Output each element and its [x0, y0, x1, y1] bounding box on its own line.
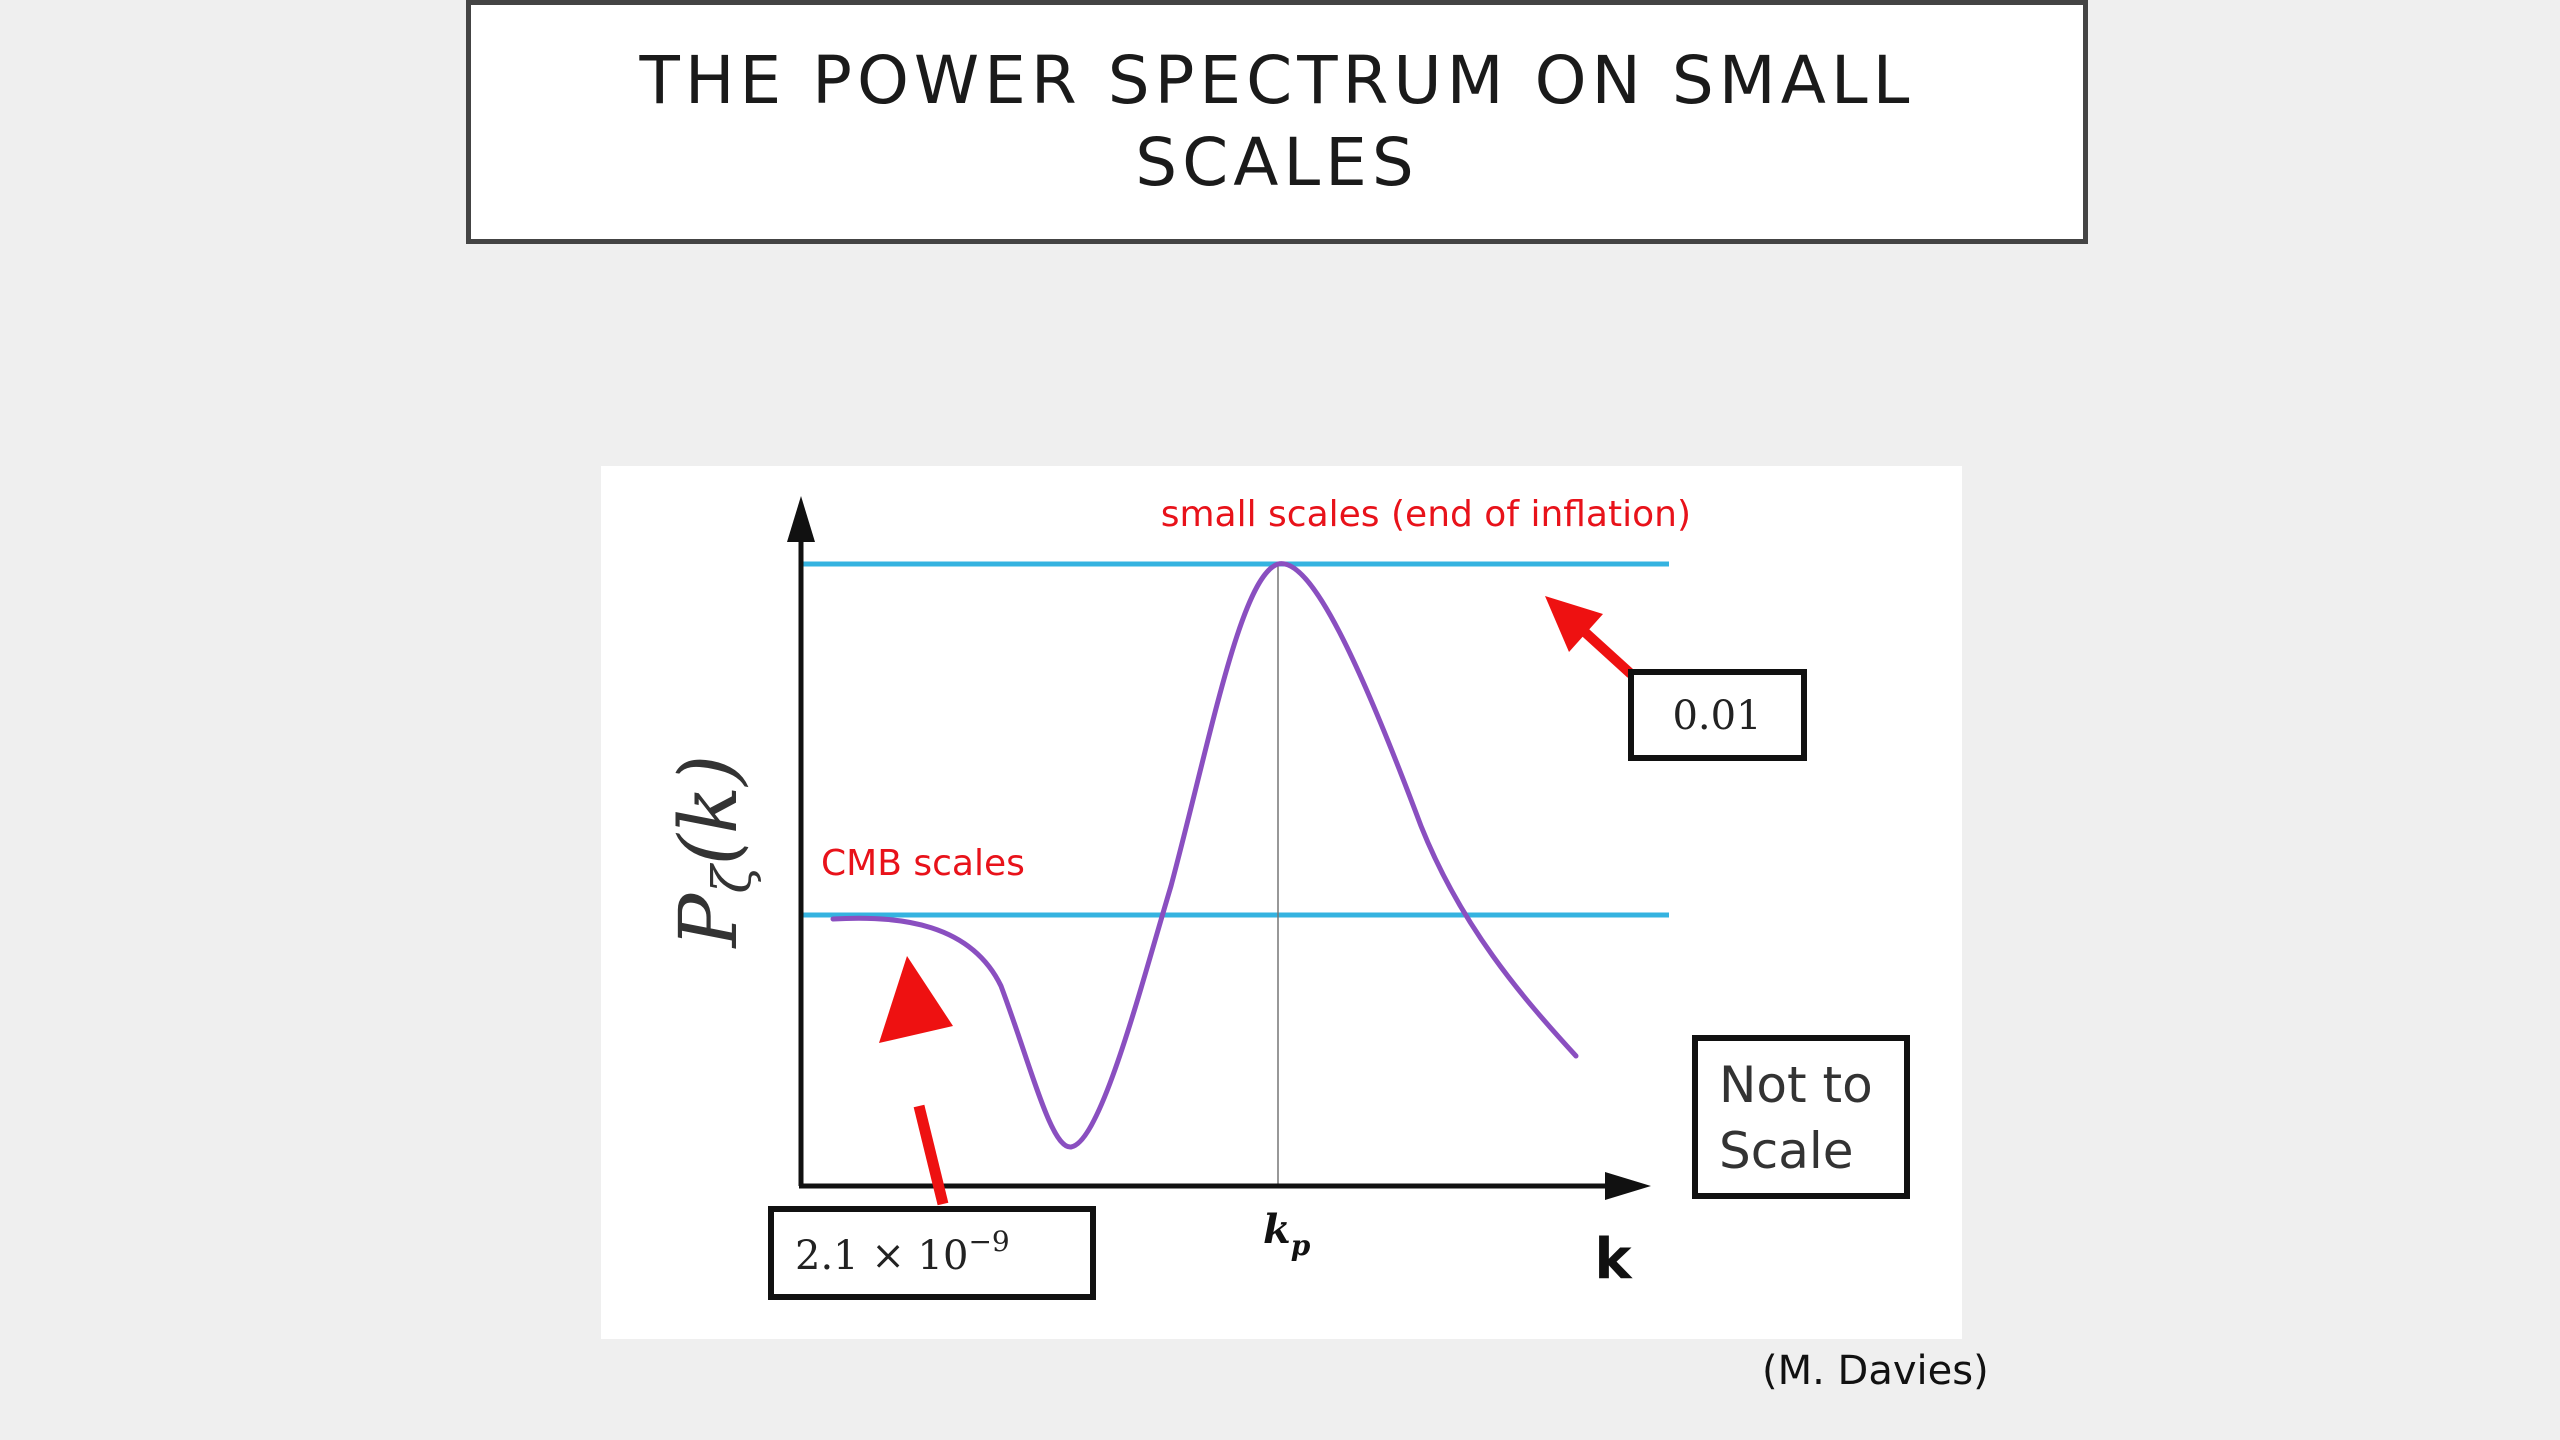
x-axis-label: k: [1594, 1227, 1633, 1292]
peak-value-text: 0.01: [1672, 693, 1761, 739]
not-to-scale-line-1: Not to: [1719, 1056, 1873, 1114]
power-spectrum-diagram: small scales (end of inflation) CMB scal…: [662, 494, 1910, 1300]
arrow-to-cmb-level: [879, 956, 953, 1206]
slide-title-line-1: THE POWER SPECTRUM ON SMALL: [639, 42, 1915, 119]
cmb-scales-label: CMB scales: [821, 843, 1025, 884]
x-axis-arrowhead: [1605, 1172, 1651, 1200]
power-spectrum-figure: small scales (end of inflation) CMB scal…: [601, 466, 1962, 1339]
not-to-scale-line-2: Scale: [1719, 1122, 1854, 1180]
not-to-scale-box: Not to Scale: [1692, 1035, 1910, 1199]
cmb-value-box: 2.1 × 10−9: [768, 1206, 1096, 1300]
y-axis-arrowhead: [787, 496, 815, 542]
small-scales-label: small scales (end of inflation): [1161, 494, 1691, 535]
image-credit: (M. Davies): [1762, 1348, 1989, 1394]
power-spectrum-curve: [830, 561, 1579, 1150]
peak-value-box: 0.01: [1628, 669, 1807, 761]
y-axis-label: Pζ(k): [662, 755, 763, 950]
slide-title-box: THE POWER SPECTRUM ON SMALL SCALES: [466, 0, 2088, 244]
slide-title-line-2: SCALES: [1135, 124, 1419, 201]
cmb-value-text: 2.1 × 10−9: [795, 1225, 1010, 1279]
arrow-to-peak: [1545, 596, 1635, 678]
peak-k-tick-label: kp: [1263, 1206, 1311, 1262]
